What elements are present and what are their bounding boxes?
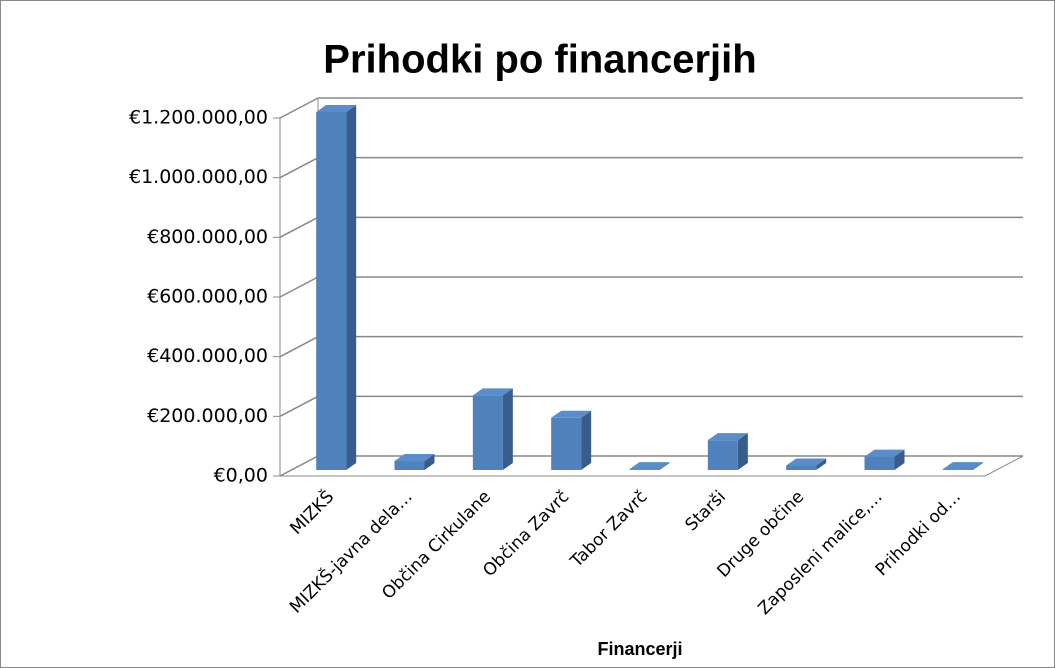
bar-top bbox=[551, 410, 592, 418]
bar-front bbox=[472, 395, 503, 470]
bar bbox=[942, 462, 983, 470]
bar-side bbox=[502, 388, 513, 470]
bar-front bbox=[551, 417, 582, 470]
bar-front bbox=[394, 461, 425, 470]
y-tick-label: €0,00 bbox=[214, 465, 268, 487]
y-tick-label: €800.000,00 bbox=[147, 226, 268, 248]
bar bbox=[316, 105, 357, 470]
bar bbox=[629, 462, 670, 470]
bar-top bbox=[707, 433, 748, 441]
bar-top bbox=[864, 449, 905, 457]
bar-front bbox=[942, 469, 973, 470]
grid-line bbox=[279, 455, 319, 477]
bar-top bbox=[472, 388, 513, 396]
bar-front bbox=[316, 112, 347, 470]
y-tick-label: €1.000.000,00 bbox=[129, 166, 268, 188]
bar bbox=[707, 433, 748, 470]
bar-side bbox=[346, 105, 357, 470]
chart-title: Prihodki po financerjih bbox=[323, 38, 756, 82]
bar-top bbox=[394, 454, 435, 462]
y-tick-label: €200.000,00 bbox=[147, 405, 268, 427]
bar-front bbox=[786, 465, 817, 470]
bar-side bbox=[659, 462, 670, 470]
bar-front bbox=[707, 440, 738, 470]
bar-side bbox=[972, 462, 983, 470]
bar-side bbox=[737, 433, 748, 470]
grid-line bbox=[279, 97, 319, 119]
grid-line bbox=[279, 276, 319, 298]
y-tick-label: €600.000,00 bbox=[147, 286, 268, 308]
bar bbox=[394, 454, 435, 470]
bar bbox=[864, 449, 905, 470]
bar-front bbox=[629, 469, 660, 470]
x-axis-title: Financerji bbox=[597, 639, 682, 659]
bar-side bbox=[816, 458, 827, 470]
bar-top bbox=[629, 462, 670, 470]
grid-line bbox=[279, 395, 319, 417]
bar-side bbox=[424, 454, 435, 470]
grid-line bbox=[279, 336, 319, 358]
grid-line bbox=[279, 216, 319, 238]
y-tick-label: €400.000,00 bbox=[147, 345, 268, 367]
bar-front bbox=[864, 456, 895, 470]
bar bbox=[551, 410, 592, 470]
bar-side bbox=[581, 410, 592, 470]
bar-top bbox=[786, 458, 827, 466]
y-tick-label: €1.200.000,00 bbox=[129, 107, 268, 129]
bar bbox=[786, 458, 827, 470]
bar-top bbox=[316, 105, 357, 112]
bar-top bbox=[942, 462, 983, 470]
bar-side bbox=[894, 449, 905, 470]
bar bbox=[472, 388, 513, 470]
grid-line bbox=[279, 157, 319, 179]
